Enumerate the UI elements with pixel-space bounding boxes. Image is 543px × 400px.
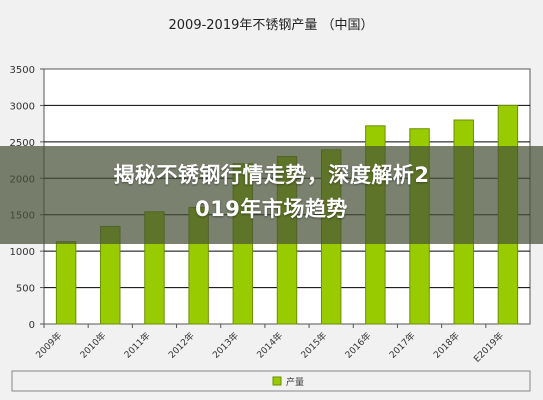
chart-title: 2009-2019年不锈钢产量 （中国）	[169, 18, 374, 33]
x-tick-label: 2018年	[431, 330, 462, 361]
x-tick-label: 2010年	[77, 330, 108, 361]
y-tick-label: 0	[29, 320, 35, 331]
x-tick-label: 2016年	[342, 330, 373, 361]
x-tick-label: E2019年	[471, 330, 506, 365]
legend-label: 产量	[286, 376, 304, 388]
x-tick-label: 2009年	[33, 330, 64, 361]
x-tick-label: 2013年	[210, 330, 241, 361]
x-tick-label: 2011年	[122, 330, 153, 361]
y-tick-label: 2500	[10, 138, 35, 149]
y-tick-label: 3000	[10, 101, 35, 112]
y-tick-label: 3500	[10, 65, 35, 76]
legend-swatch	[272, 376, 282, 386]
headline-text: 揭秘不锈钢行情走势，深度解析2 019年市场趋势	[0, 158, 543, 226]
headline-overlay	[0, 146, 543, 244]
x-tick-label: 2012年	[166, 330, 197, 361]
x-tick-label: 2017年	[387, 330, 418, 361]
x-tick-label: 2015年	[298, 330, 329, 361]
headline-line-1: 揭秘不锈钢行情走势，深度解析2	[113, 163, 430, 187]
headline-line-2: 019年市场趋势	[195, 197, 348, 221]
y-tick-label: 1000	[10, 247, 35, 258]
legend-box	[11, 370, 531, 392]
y-tick-label: 500	[16, 284, 35, 295]
bar	[55, 241, 77, 325]
x-tick-label: 2014年	[254, 330, 285, 361]
